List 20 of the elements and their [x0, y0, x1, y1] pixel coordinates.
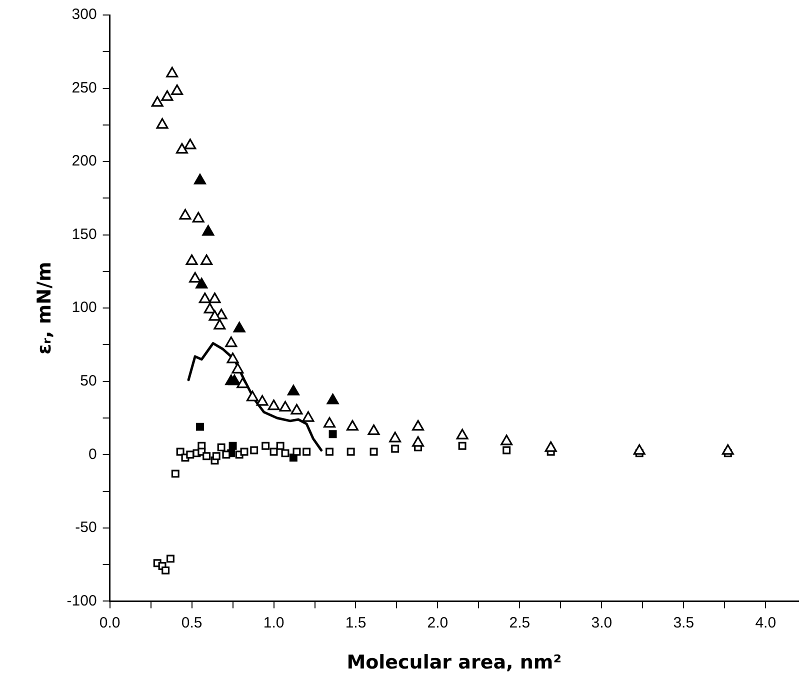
y-axis-title: εᵣ, mN/m — [33, 262, 56, 355]
y-tick-label: 250 — [72, 79, 97, 96]
x-tick-label: 1.0 — [263, 614, 284, 632]
y-tick-label: 0 — [88, 446, 97, 463]
x-axis-title: Molecular area, nm² — [346, 652, 562, 674]
x-tick-label: 3.0 — [591, 614, 612, 632]
y-tick-label: -100 — [66, 592, 97, 610]
y-tick-label: 300 — [72, 6, 97, 24]
x-tick-label: 1.5 — [345, 614, 366, 632]
x-tick-label: 4.0 — [755, 614, 776, 632]
y-tick-label: -50 — [75, 519, 97, 536]
y-tick-label: 100 — [72, 299, 97, 316]
y-tick-label: 200 — [72, 152, 97, 170]
y-tick-label: 150 — [72, 226, 97, 243]
x-tick-label: 0.5 — [181, 614, 202, 632]
x-tick-label: 2.5 — [509, 614, 530, 632]
x-tick-label: 3.5 — [673, 614, 694, 632]
y-tick-label: 50 — [80, 372, 97, 390]
x-tick-label: 0.0 — [99, 614, 120, 632]
x-tick-label: 2.0 — [427, 614, 448, 632]
